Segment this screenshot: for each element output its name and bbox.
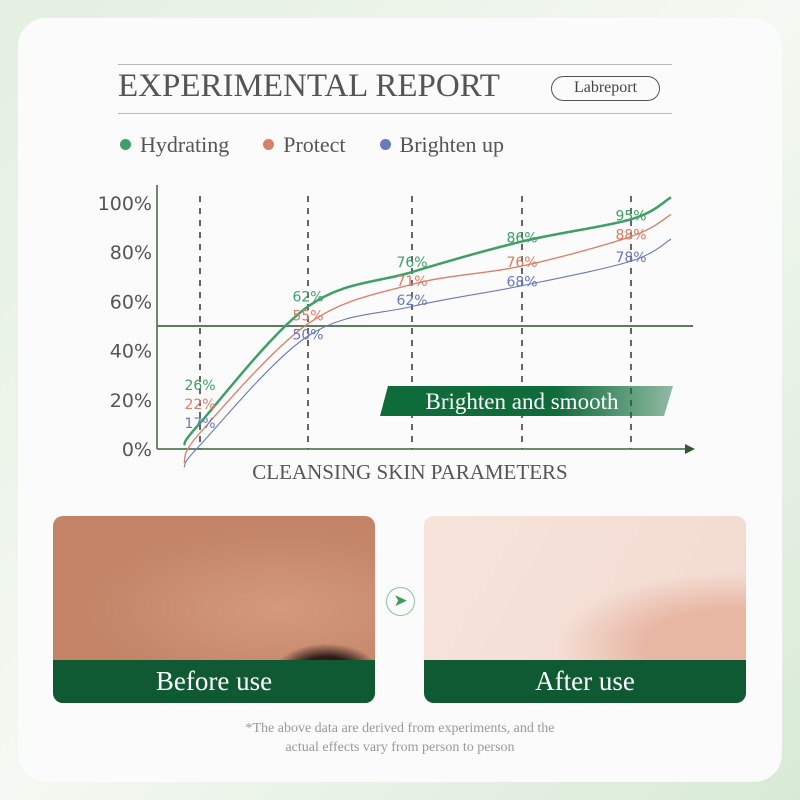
- dot-icon: [379, 139, 391, 150]
- dot-icon: [263, 139, 275, 150]
- legend-item-brighten: Brighten up: [379, 132, 504, 158]
- divider: [118, 64, 672, 65]
- data-label: 22%: [184, 397, 215, 413]
- series-line-protect: [183, 213, 672, 464]
- data-label: 71%: [396, 274, 427, 290]
- data-label: 76%: [396, 255, 427, 271]
- data-label: 55%: [292, 308, 323, 324]
- after-label: After use: [424, 660, 746, 703]
- data-label: 95%: [615, 208, 646, 224]
- legend: Hydrating Protect Brighten up: [120, 132, 504, 158]
- y-tick-label: 60%: [110, 291, 152, 313]
- data-label: 50%: [292, 327, 323, 343]
- data-label: 86%: [506, 230, 537, 246]
- data-label: 88%: [615, 227, 646, 243]
- arrow-right-icon: ➤: [386, 587, 415, 616]
- legend-item-protect: Protect: [263, 132, 346, 158]
- dot-icon: [120, 139, 131, 150]
- footnote: *The above data are derived from experim…: [245, 721, 555, 755]
- legend-item-hydrating: Hydrating: [120, 132, 229, 158]
- data-label: 68%: [506, 275, 537, 291]
- data-label: 76%: [506, 255, 537, 271]
- y-tick-label: 40%: [110, 341, 152, 363]
- x-axis-label: CLEANSING SKIN PARAMETERS: [252, 460, 567, 484]
- data-label: 62%: [292, 289, 323, 305]
- banner-text: Brighten and smooth: [426, 389, 619, 414]
- line-chart: 0% 20% 40% 60% 80% 100% CLEANSING SKIN PARAMET…: [98, 185, 695, 484]
- data-label: 17%: [184, 416, 215, 432]
- banner: [380, 386, 673, 416]
- y-tick-label: 20%: [110, 390, 152, 412]
- before-label: Before use: [53, 660, 375, 703]
- after-photo: After use: [424, 516, 746, 703]
- y-tick-label: 0%: [122, 439, 152, 461]
- divider: [118, 113, 672, 114]
- data-label: 78%: [615, 250, 646, 266]
- data-label: 26%: [184, 378, 215, 394]
- page-title: EXPERIMENTAL REPORT: [118, 68, 500, 104]
- before-photo: Before use: [53, 516, 375, 703]
- labreport-badge: Labreport: [551, 76, 660, 101]
- series-line-brighten-up: [183, 238, 672, 468]
- data-label: 62%: [396, 293, 427, 309]
- series-line-hydrating: [182, 196, 672, 446]
- x-axis-arrow-icon: [685, 444, 695, 454]
- y-tick-label: 100%: [98, 193, 152, 215]
- y-tick-label: 80%: [110, 242, 152, 264]
